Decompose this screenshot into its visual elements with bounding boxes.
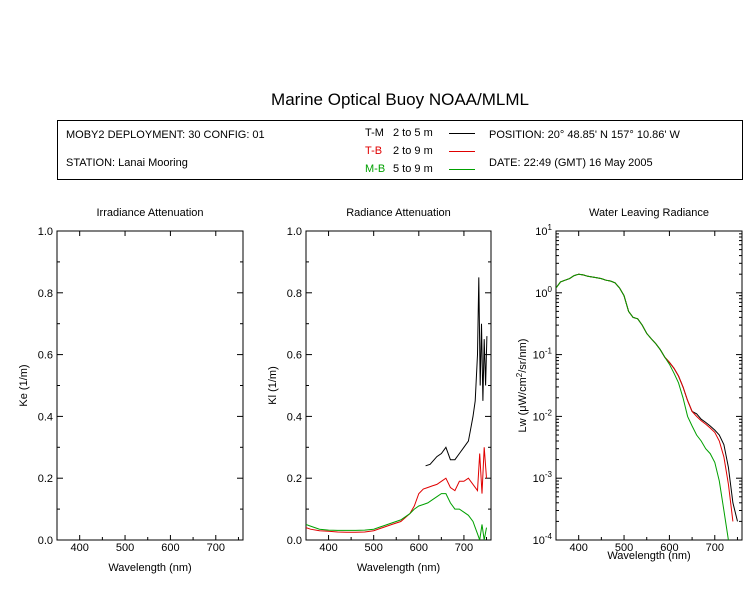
legend-range-tb: 2 to 9 m bbox=[393, 145, 433, 157]
chart-1-xtick-label: 700 bbox=[455, 542, 473, 554]
chart-0-ytick-label: 0.0 bbox=[38, 535, 53, 547]
station-text: STATION: Lanai Mooring bbox=[66, 157, 188, 169]
chart-1-ytick-label: 0.2 bbox=[287, 473, 302, 485]
chart-0-xtick-label: 400 bbox=[71, 542, 89, 554]
chart-0-title: Irradiance Attenuation bbox=[96, 207, 203, 219]
date-text: DATE: 22:49 (GMT) 16 May 2005 bbox=[489, 157, 653, 169]
chart-0-xtick-label: 600 bbox=[161, 542, 179, 554]
legend-range-tm: 2 to 5 m bbox=[393, 127, 433, 139]
chart-1-xlabel: Wavelength (nm) bbox=[357, 562, 440, 574]
info-box: MOBY2 DEPLOYMENT: 30 CONFIG: 01 STATION:… bbox=[57, 120, 743, 180]
legend-code-tb: T-B bbox=[365, 145, 383, 157]
chart-1-title: Radiance Attenuation bbox=[346, 207, 451, 219]
chart-1-series-t-b bbox=[306, 447, 487, 533]
chart-1-frame bbox=[305, 230, 492, 541]
chart-2-series-t-b bbox=[556, 273, 734, 522]
chart-2-xtick-label: 700 bbox=[706, 542, 724, 554]
legend-code-tm: T-M bbox=[365, 127, 384, 139]
chart-2-frame bbox=[555, 230, 743, 541]
deployment-text: MOBY2 DEPLOYMENT: 30 CONFIG: 01 bbox=[66, 129, 265, 141]
chart-2-title: Water Leaving Radiance bbox=[589, 207, 709, 219]
chart-1-ylabel: Kl (1/m) bbox=[267, 366, 279, 405]
figure-title: Marine Optical Buoy NOAA/MLML bbox=[271, 90, 529, 109]
chart-0-ytick-label: 0.8 bbox=[38, 288, 53, 300]
chart-0-ytick-label: 0.4 bbox=[38, 411, 53, 423]
chart-1-ytick-label: 0.0 bbox=[287, 535, 302, 547]
chart-1-ytick-label: 0.6 bbox=[287, 350, 302, 362]
chart-1-series-m-b bbox=[306, 493, 487, 540]
chart-0-xtick-label: 500 bbox=[116, 542, 134, 554]
legend-code-mb: M-B bbox=[365, 163, 386, 175]
chart-1-ytick-label: 0.4 bbox=[287, 411, 302, 423]
chart-0-xtick-label: 700 bbox=[207, 542, 225, 554]
legend-range-mb: 5 to 9 m bbox=[393, 163, 433, 175]
chart-2-ytick-label: 10-3 bbox=[533, 470, 553, 485]
chart-1-xtick-label: 400 bbox=[319, 542, 337, 554]
chart-0-xlabel: Wavelength (nm) bbox=[108, 562, 191, 574]
chart-0-ytick-label: 0.6 bbox=[38, 350, 53, 362]
chart-1-xtick-label: 500 bbox=[365, 542, 383, 554]
chart-0-frame bbox=[56, 230, 244, 541]
legend-line-mb bbox=[449, 169, 475, 170]
chart-2-series-t-m bbox=[556, 273, 738, 522]
chart-2-ylabel: Lw (μW/cm2/sr/nm) bbox=[515, 339, 529, 433]
chart-2-ytick-label: 10-2 bbox=[533, 408, 553, 423]
chart-1-ytick-label: 1.0 bbox=[287, 226, 302, 238]
chart-2-series-m-b bbox=[556, 273, 729, 540]
chart-1-xtick-label: 600 bbox=[410, 542, 428, 554]
chart-1-series-t-m bbox=[425, 277, 488, 467]
position-text: POSITION: 20° 48.85' N 157° 10.86' W bbox=[489, 129, 680, 141]
chart-2-ytick-label: 101 bbox=[535, 223, 552, 238]
chart-0-ytick-label: 1.0 bbox=[38, 226, 53, 238]
chart-2-xtick-label: 600 bbox=[660, 542, 678, 554]
chart-2-ytick-label: 10-4 bbox=[533, 532, 553, 547]
chart-0-ylabel: Ke (1/m) bbox=[18, 364, 30, 406]
chart-2-xtick-label: 500 bbox=[615, 542, 633, 554]
chart-2-xtick-label: 400 bbox=[570, 542, 588, 554]
chart-1-ytick-label: 0.8 bbox=[287, 288, 302, 300]
legend-line-tm bbox=[449, 133, 475, 134]
chart-2-ytick-label: 10-1 bbox=[533, 347, 553, 362]
chart-2-xlabel: Wavelength (nm) bbox=[607, 550, 690, 562]
chart-0-ytick-label: 0.2 bbox=[38, 473, 53, 485]
chart-2-ytick-label: 100 bbox=[535, 285, 552, 300]
legend-line-tb bbox=[449, 151, 475, 152]
